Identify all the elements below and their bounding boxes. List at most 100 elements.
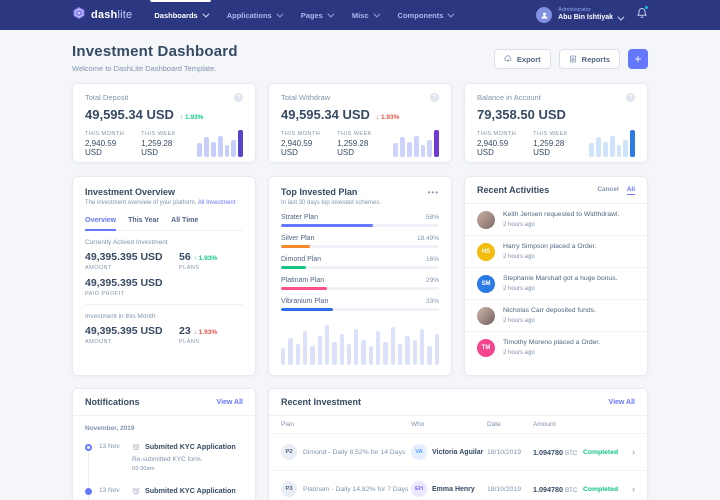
table-header: Plan Who Date Amount — [269, 416, 647, 434]
chevron-down-icon — [372, 10, 380, 18]
page-subtitle: Welcome to DashLite Dashboard Template. — [72, 64, 217, 73]
notification-item: 13 Nov Submited KYC Application — [85, 482, 243, 500]
activity-item: HS Harry Simpson placed a Order. 2 hours… — [465, 236, 647, 268]
chevron-down-icon — [202, 10, 210, 18]
avatar: VA — [411, 444, 427, 460]
dashlite-logo-icon — [72, 6, 86, 25]
top-navbar: dashlite Dashboards Applications Pages M… — [0, 0, 720, 30]
plans-value: 56 ↑ 1.93% — [179, 251, 218, 263]
avatar — [477, 306, 495, 325]
nav-item-misc[interactable]: Misc — [352, 0, 380, 30]
view-all-link[interactable]: View All — [216, 398, 243, 406]
user-menu[interactable]: Administrator Abu Bin Ishtiyak — [536, 7, 625, 23]
stat-label: Total Withdraw — [281, 93, 331, 102]
chevron-right-icon[interactable]: › — [632, 484, 635, 494]
help-icon[interactable]: ? — [234, 93, 243, 102]
progress-bar — [281, 245, 439, 248]
mini-bar-chart — [589, 129, 635, 157]
overview-tabs: Overview This Year All Time — [85, 214, 243, 231]
stat-value: 79,358.50 USD — [477, 107, 566, 122]
plan-progress-row: Vibranium Plan 33% — [281, 298, 439, 311]
stat-change: ↑ 1.93% — [179, 114, 204, 121]
card-subtitle: In last 30 days top invested schemes. — [281, 200, 382, 206]
activity-item: Nicholas Carr deposited funds. 2 hours a… — [465, 300, 647, 332]
recent-activities-card: Recent Activities Cancel All Keith Jense… — [464, 176, 648, 376]
notifications-card: Notifications View All November, 2019 13… — [72, 388, 256, 500]
reports-button[interactable]: Reports — [558, 49, 620, 69]
plan-progress-row: Platinam Plan 29% — [281, 277, 439, 290]
divider — [85, 304, 243, 305]
card-title: Investment Overview — [85, 187, 176, 197]
tab-overview[interactable]: Overview — [85, 214, 117, 231]
notifications-bell-icon[interactable] — [636, 5, 649, 24]
stat-label: Balance in Account — [477, 93, 541, 102]
user-avatar-icon — [536, 7, 553, 23]
mini-bar-chart — [197, 129, 243, 157]
mini-bar-chart — [393, 129, 439, 157]
card-subtitle: The investment overview of your platform… — [85, 200, 236, 206]
view-all-link[interactable]: View All — [608, 398, 635, 406]
nav-item-pages[interactable]: Pages — [301, 0, 335, 30]
activity-item: TM Timothy Moreno placed a Order. 2 hour… — [465, 332, 647, 363]
progress-bar — [281, 287, 439, 290]
stat-this-month: THIS MONTH 2,940.59 USD — [85, 131, 125, 157]
card-title: Notifications — [85, 397, 140, 407]
all-link[interactable]: All — [626, 185, 635, 195]
card-title: Top Invested Plan — [281, 187, 358, 197]
avatar: HS — [477, 242, 495, 261]
plans-value: 23 ↓ 1.93% — [179, 325, 218, 337]
stat-this-week: THIS WEEK 1,259.28 USD — [141, 131, 176, 157]
amount-value: 49,395.395 USD — [85, 325, 163, 337]
plan-progress-row: Dimond Plan 16% — [281, 256, 439, 269]
nav-item-components[interactable]: Components — [398, 0, 455, 30]
progress-bar — [281, 224, 439, 227]
nav-item-dashboards[interactable]: Dashboards — [150, 0, 212, 30]
avatar — [477, 210, 495, 229]
chevron-right-icon[interactable]: › — [632, 447, 635, 457]
avatar: SM — [477, 274, 495, 293]
activity-item: Keith Jensen requested to Widthdrawl. 2 … — [465, 204, 647, 236]
more-menu-icon[interactable]: ••• — [427, 187, 439, 197]
notification-dot — [644, 5, 649, 10]
avatar: TM — [477, 338, 495, 357]
card-title: Recent Investment — [281, 397, 362, 407]
stat-this-week: THIS WEEK 1,259.28 USD — [533, 131, 568, 157]
nav-item-applications[interactable]: Applications — [227, 0, 284, 30]
user-name: Abu Bin Ishtiyak — [558, 13, 625, 23]
chevron-down-icon — [327, 10, 335, 18]
invested-bar-chart — [281, 323, 439, 365]
recent-investment-card: Recent Investment View All Plan Who Date… — [268, 388, 648, 500]
alarm-clock-icon — [132, 443, 140, 450]
plan-progress-row: Strater Plan 58% — [281, 214, 439, 227]
plan-badge: P3 — [281, 481, 297, 497]
table-row[interactable]: P2 Dimond - Daily 8.52% for 14 Days VA V… — [269, 434, 647, 471]
stat-card-balance: Balance in Account ? 79,358.50 USD THIS … — [464, 83, 648, 163]
stat-this-week: THIS WEEK 1,259.28 USD — [337, 131, 372, 157]
stat-label: Total Deposit — [85, 93, 129, 102]
add-button[interactable]: + — [628, 49, 648, 69]
alarm-clock-icon — [132, 487, 140, 494]
activity-item: SM Stephanie Marshall got a huge bonus. … — [465, 268, 647, 300]
status-badge: Completed — [583, 485, 619, 493]
tab-all-time[interactable]: All Time — [171, 217, 199, 224]
stat-this-month: THIS MONTH 2,940.59 USD — [477, 131, 517, 157]
all-investment-link[interactable]: All Investment — [197, 200, 236, 206]
tab-this-year[interactable]: This Year — [128, 217, 160, 224]
reports-file-icon — [569, 55, 576, 63]
chevron-down-icon — [617, 13, 625, 21]
notifications-timeline: 13 Nov Submited KYC Application Re-submi… — [73, 436, 255, 500]
main-menu: Dashboards Applications Pages Misc Compo… — [150, 0, 455, 30]
brand-name: dashlite — [91, 9, 133, 21]
investment-overview-card: Investment Overview The investment overv… — [72, 176, 256, 376]
table-row[interactable]: P3 Platinam - Daily 14.82% for 7 Days EH… — [269, 471, 647, 500]
timeline-dot — [85, 444, 92, 451]
status-badge: Completed — [583, 448, 619, 456]
help-icon[interactable]: ? — [430, 93, 439, 102]
help-icon[interactable]: ? — [626, 93, 635, 102]
progress-bar — [281, 308, 439, 311]
brand-logo[interactable]: dashlite — [72, 6, 132, 25]
cancel-link[interactable]: Cancel — [597, 185, 619, 193]
progress-bar — [281, 266, 439, 269]
stat-card-total-deposit: Total Deposit ? 49,595.34 USD ↑ 1.93% TH… — [72, 83, 256, 163]
export-button[interactable]: Export — [493, 49, 551, 69]
